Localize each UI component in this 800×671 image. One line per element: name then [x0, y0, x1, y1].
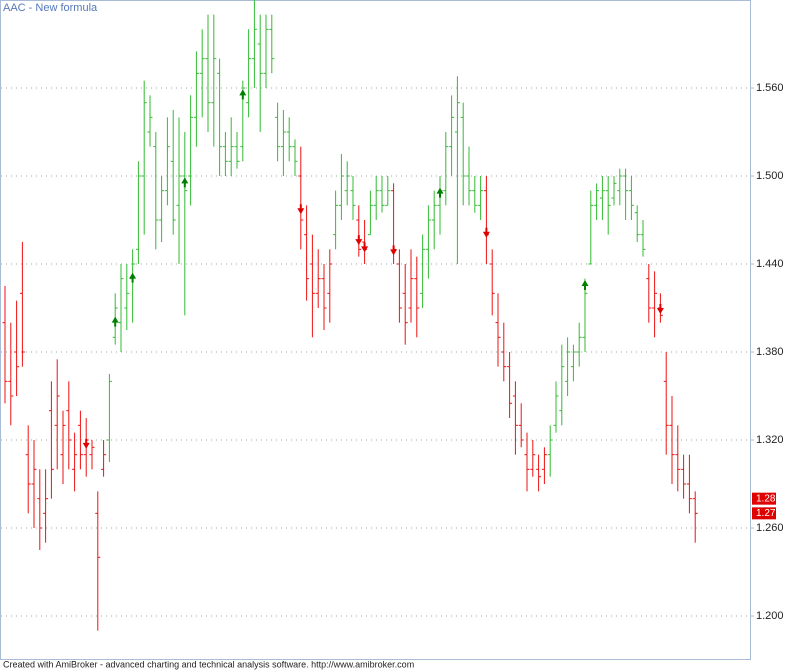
price-label-box: [752, 492, 776, 505]
price-label: 1.27: [756, 508, 776, 519]
y-tick-label: 1.560: [756, 82, 784, 94]
buy-arrow: [111, 316, 119, 327]
sell-arrow: [82, 438, 90, 449]
plot-frame: [0, 0, 751, 660]
buy-arrow: [436, 187, 444, 198]
sell-arrow: [297, 204, 305, 215]
price-label: 1.28: [756, 493, 776, 504]
chart-title: AAC - New formula: [3, 2, 98, 14]
buy-arrow: [581, 280, 589, 290]
sell-arrow: [390, 245, 398, 256]
sell-arrow: [361, 242, 369, 253]
sell-arrow: [355, 235, 363, 246]
y-tick-label: 1.260: [756, 522, 784, 534]
y-tick-label: 1.500: [756, 170, 784, 182]
sell-arrow: [482, 227, 490, 238]
price-label-box: [752, 507, 776, 520]
buy-arrow: [129, 272, 137, 283]
y-tick-label: 1.440: [756, 258, 784, 270]
buy-arrow: [239, 89, 247, 100]
y-tick-label: 1.200: [756, 610, 784, 622]
footer: Created with AmiBroker - advanced charti…: [3, 659, 414, 669]
buy-arrow: [181, 177, 189, 188]
sell-arrow: [656, 304, 664, 314]
y-tick-label: 1.320: [756, 434, 784, 446]
y-tick-label: 1.380: [756, 346, 784, 358]
